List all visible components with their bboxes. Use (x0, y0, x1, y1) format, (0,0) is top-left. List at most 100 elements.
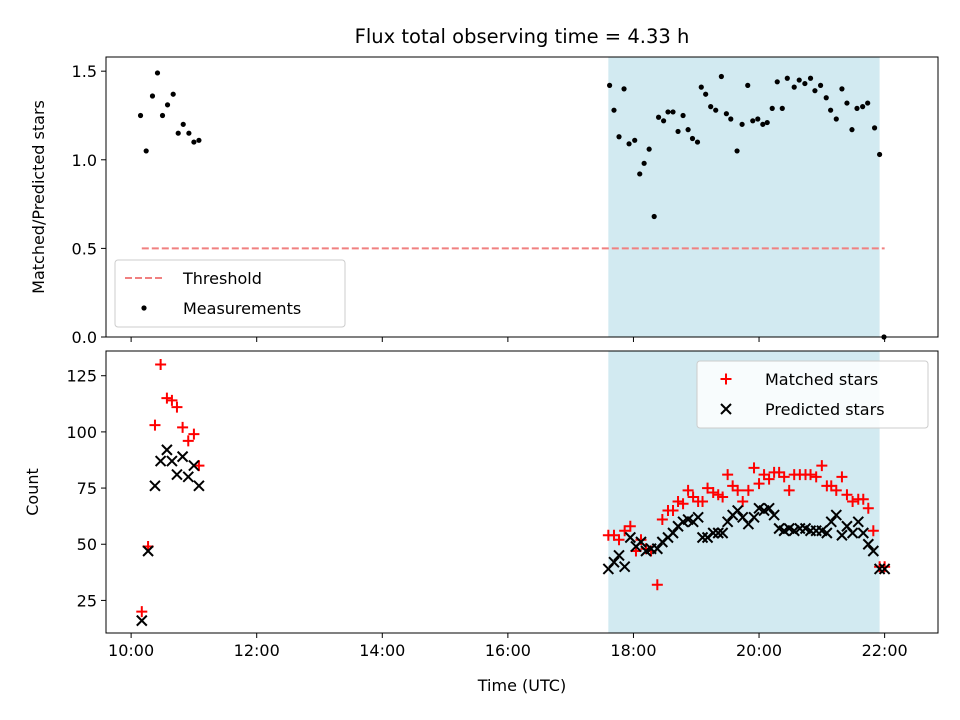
data-point (737, 496, 749, 508)
data-point (154, 70, 161, 76)
data-point (703, 91, 709, 97)
data-point (836, 471, 848, 483)
data-point (844, 100, 850, 106)
data-point (857, 493, 869, 505)
data-point (748, 511, 760, 523)
data-point (651, 579, 663, 591)
y-tick-label: 75 (77, 479, 97, 498)
x-tick-label: 16:00 (485, 641, 531, 660)
data-point (839, 86, 845, 92)
data-point (149, 93, 156, 99)
data-point (846, 527, 859, 539)
data-point (667, 527, 679, 539)
data-point (196, 137, 202, 143)
data-point (698, 84, 704, 90)
data-point (841, 489, 853, 501)
legend-label: Matched stars (765, 370, 878, 389)
data-point (734, 148, 740, 154)
data-point (171, 401, 183, 413)
data-point (613, 534, 625, 546)
data-point (877, 151, 883, 158)
y-tick-label: 0.5 (72, 239, 97, 258)
data-point (878, 563, 891, 575)
legend-swatch (720, 373, 732, 385)
data-point (791, 84, 797, 90)
data-point (716, 527, 729, 539)
data-point (753, 478, 765, 490)
data-point (745, 82, 751, 88)
y-tick-label: 0.0 (72, 328, 97, 347)
data-point (161, 444, 173, 456)
data-point (164, 102, 171, 108)
y-tick-label: 25 (77, 591, 97, 610)
data-point (149, 480, 161, 492)
data-point (188, 459, 200, 472)
data-point (774, 79, 780, 85)
data-point (161, 392, 173, 404)
data-point (778, 471, 790, 483)
x-axis-label: Time (UTC) (477, 676, 566, 695)
data-point (608, 556, 620, 568)
data-point (677, 498, 689, 510)
data-point (191, 139, 197, 145)
data-point (830, 509, 842, 521)
data-point (849, 127, 855, 133)
y-tick-label: 1.0 (72, 151, 97, 170)
series-measurements (137, 70, 887, 340)
data-point (680, 112, 686, 119)
data-point (828, 107, 834, 113)
data-point (692, 511, 704, 523)
data-point (702, 482, 714, 494)
data-point (149, 419, 161, 431)
data-point (624, 520, 636, 532)
data-point (816, 460, 828, 472)
data-point (862, 502, 874, 514)
data-point (694, 139, 701, 145)
x-tick-label: 14:00 (359, 641, 405, 660)
count-panel: 10:00 12:00 14:00 16:00 18:00 20:00 22:00 25 50 7… (23, 350, 939, 660)
data-point (784, 75, 790, 81)
data-point (635, 534, 647, 546)
legend-swatch (720, 403, 732, 415)
data-point (182, 471, 194, 483)
x-tick-label: 12:00 (234, 641, 280, 660)
data-point (833, 116, 839, 122)
data-point (722, 469, 734, 481)
data-point (873, 563, 886, 575)
y-tick-label: 1.5 (72, 62, 97, 81)
data-point (665, 109, 671, 115)
data-point (136, 606, 148, 618)
data-point (862, 538, 875, 550)
data-point (852, 516, 864, 528)
data-point (641, 160, 647, 166)
data-point (707, 487, 719, 499)
data-point (796, 77, 802, 83)
data-point (656, 514, 668, 526)
data-point (830, 484, 842, 496)
data-point (624, 531, 637, 544)
data-point (685, 127, 691, 133)
data-point (667, 505, 679, 517)
data-point (732, 484, 744, 496)
y-axis-label: Matched/Predicted stars (29, 100, 48, 294)
data-point (154, 455, 167, 467)
data-point (697, 496, 709, 508)
data-point (696, 531, 709, 544)
ratio-panel: 0.0 0.5 1.0 1.5 Matched/Predicted stars Thres… (29, 56, 939, 347)
data-point (812, 88, 818, 94)
data-point (857, 527, 869, 539)
y-tick-label: 100 (66, 423, 97, 442)
data-point (143, 148, 149, 154)
data-point (166, 455, 178, 467)
data-point (689, 135, 696, 142)
data-point (728, 116, 734, 122)
data-point (670, 109, 676, 115)
data-point (193, 480, 205, 492)
data-point (717, 491, 729, 503)
data-point (865, 100, 871, 106)
x-tick-label: 18:00 (610, 641, 656, 660)
data-point (170, 91, 176, 97)
data-point (635, 536, 647, 548)
data-point (755, 116, 761, 122)
